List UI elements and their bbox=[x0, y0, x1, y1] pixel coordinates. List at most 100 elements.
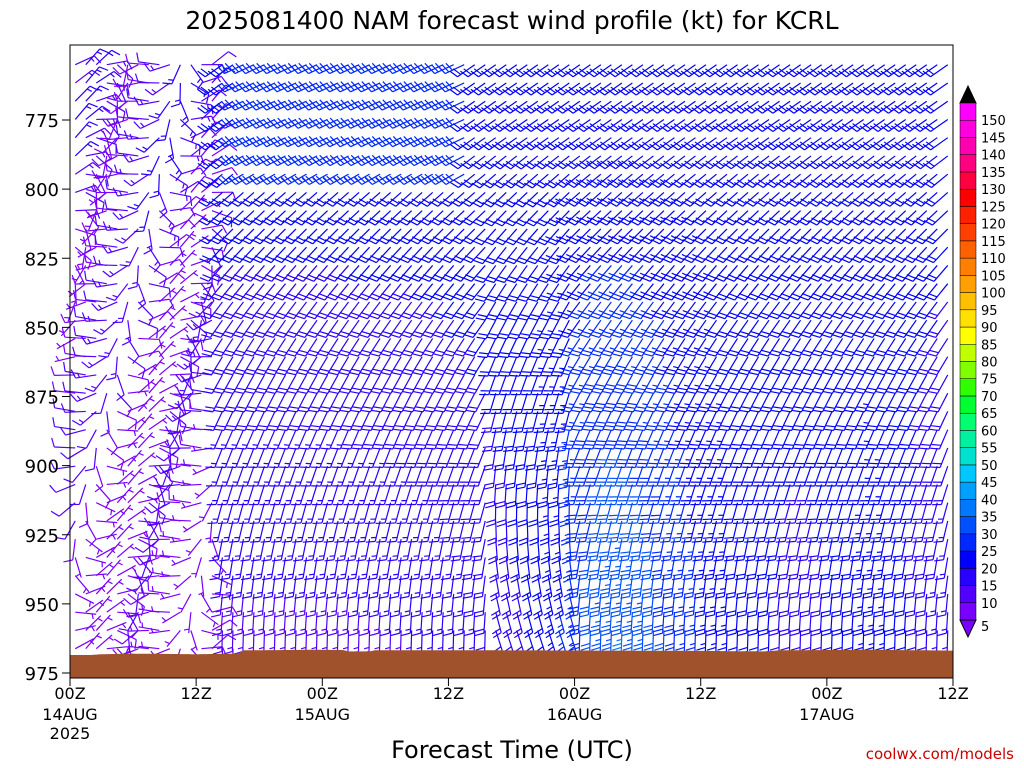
barb-full bbox=[52, 398, 56, 408]
barb-full bbox=[141, 368, 146, 379]
barb-full bbox=[51, 437, 55, 448]
wind-barb bbox=[85, 615, 103, 631]
barb-half bbox=[414, 573, 420, 576]
wind-barb bbox=[92, 183, 118, 194]
barb-full bbox=[104, 127, 112, 136]
barb-full bbox=[115, 107, 119, 117]
wind-barb bbox=[116, 470, 135, 485]
barb-staff bbox=[127, 555, 149, 559]
barb-half bbox=[96, 635, 102, 639]
barb-full bbox=[51, 381, 55, 391]
barb-staff bbox=[378, 630, 381, 652]
barb-full bbox=[112, 67, 120, 75]
barb-staff bbox=[263, 630, 266, 652]
wind-barb bbox=[70, 392, 97, 402]
wind-barb bbox=[85, 538, 103, 555]
barb-half bbox=[235, 573, 241, 576]
barb-half bbox=[122, 61, 127, 67]
barb-full bbox=[446, 447, 456, 450]
wind-barb bbox=[116, 523, 134, 540]
wind-barb bbox=[106, 621, 127, 631]
wind-barb bbox=[113, 91, 139, 102]
barb-staff bbox=[93, 447, 97, 469]
barb-full bbox=[291, 522, 301, 525]
barb-full bbox=[471, 536, 482, 539]
wind-barb bbox=[116, 486, 134, 504]
wind-barb bbox=[84, 210, 97, 231]
barb-half bbox=[277, 573, 283, 576]
barb-half bbox=[108, 224, 112, 231]
barb-staff bbox=[107, 188, 128, 194]
wind-barbs bbox=[49, 48, 949, 674]
barb-half bbox=[245, 573, 252, 576]
barb-staff bbox=[71, 465, 87, 483]
barb-half bbox=[326, 444, 332, 446]
barb-staff bbox=[54, 390, 76, 394]
barb-full bbox=[218, 540, 229, 543]
wind-barb bbox=[106, 465, 128, 476]
barb-full bbox=[84, 468, 95, 472]
wind-barb bbox=[95, 614, 113, 631]
barb-half bbox=[118, 581, 124, 585]
wind-barb bbox=[51, 381, 76, 394]
barb-half bbox=[382, 573, 388, 576]
barb-full bbox=[435, 447, 446, 450]
barb-half bbox=[78, 419, 84, 424]
wind-barb bbox=[116, 543, 135, 558]
barb-full bbox=[383, 447, 393, 450]
barb-staff bbox=[64, 390, 86, 394]
barb-staff bbox=[107, 118, 129, 127]
barb-half bbox=[82, 588, 87, 594]
barb-full bbox=[344, 540, 355, 543]
barb-staff bbox=[95, 192, 98, 214]
barb-full bbox=[470, 522, 480, 525]
barb-full bbox=[428, 540, 439, 543]
barb-staff bbox=[221, 630, 224, 652]
wind-barb bbox=[63, 465, 87, 483]
wind-barb bbox=[127, 468, 144, 485]
wind-barb bbox=[102, 100, 129, 115]
barb-half bbox=[106, 598, 113, 602]
barb-full bbox=[137, 613, 142, 624]
wind-barb bbox=[62, 381, 86, 394]
barb-staff bbox=[117, 133, 139, 139]
barb-staff bbox=[85, 228, 107, 232]
barb-full bbox=[449, 540, 460, 543]
barb-staff bbox=[65, 429, 86, 436]
wind-barb bbox=[93, 255, 118, 267]
wind-barb bbox=[100, 411, 110, 437]
barb-full bbox=[469, 443, 479, 446]
barb-full bbox=[99, 137, 110, 140]
barb-full bbox=[372, 447, 383, 450]
barb-staff bbox=[368, 630, 371, 652]
barb-half bbox=[56, 342, 61, 348]
barb-half bbox=[372, 573, 378, 576]
barb-full bbox=[396, 522, 407, 525]
barb-full bbox=[386, 522, 396, 525]
barb-half bbox=[109, 270, 114, 276]
barb-full bbox=[351, 447, 362, 450]
barb-half bbox=[305, 444, 311, 446]
wind-barb bbox=[60, 313, 86, 324]
barb-full bbox=[101, 118, 109, 127]
wind-barb bbox=[127, 487, 145, 504]
wind-barb bbox=[117, 588, 138, 595]
barb-staff bbox=[95, 484, 111, 501]
barb-full bbox=[450, 518, 460, 521]
barb-half bbox=[108, 637, 114, 641]
barb-full bbox=[55, 536, 66, 540]
barb-full bbox=[90, 140, 100, 147]
wind-barb bbox=[96, 520, 118, 528]
barb-staff bbox=[148, 538, 170, 541]
barb-staff bbox=[127, 629, 149, 632]
barb-half bbox=[117, 543, 123, 548]
wind-barb bbox=[49, 483, 76, 493]
barb-full bbox=[99, 85, 110, 91]
barb-full bbox=[71, 274, 76, 285]
wind-barb bbox=[81, 312, 107, 322]
barb-half bbox=[139, 435, 145, 439]
wind-barb bbox=[94, 465, 104, 493]
barb-half bbox=[86, 105, 92, 110]
barb-staff bbox=[484, 630, 486, 652]
wind-barb bbox=[91, 278, 118, 288]
